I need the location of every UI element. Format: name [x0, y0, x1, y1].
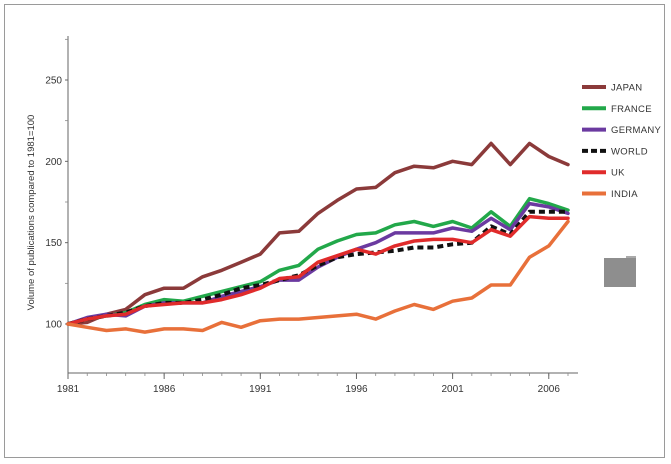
y-axis-label: Volume of publications compared to 1981=… [26, 115, 37, 311]
legend-label-uk: UK [611, 168, 625, 179]
x-tick-label: 2006 [538, 384, 561, 395]
y-tick-label: 150 [45, 238, 62, 249]
series-lines [66, 141, 570, 334]
y-tick-label: 200 [45, 157, 62, 168]
x-tick-label: 1991 [249, 384, 272, 395]
axes [67, 36, 578, 374]
x-tick-label: 1996 [345, 384, 368, 395]
x-tick-label: 2001 [441, 384, 464, 395]
x-tick-label: 1986 [153, 384, 176, 395]
series-line-india [66, 219, 570, 334]
legend-label-world: WORLD [611, 146, 648, 157]
y-axis-ticks: 100 150 200 250 [45, 38, 68, 331]
series-line-japan [66, 141, 570, 326]
y-tick-label: 250 [45, 76, 62, 87]
legend: JAPAN FRANCE GERMANY WORLD UK INDIA [582, 83, 661, 200]
legend-label-japan: JAPAN [611, 83, 642, 94]
legend-label-france: FRANCE [611, 104, 652, 115]
series-line-france [66, 196, 570, 326]
legend-label-india: INDIA [611, 189, 638, 200]
legend-label-germany: GERMANY [611, 125, 661, 136]
chart-frame [4, 4, 665, 458]
series-line-uk [66, 214, 570, 326]
x-tick-label: 1981 [57, 384, 80, 395]
gray-square-marker [604, 258, 636, 287]
x-axis-ticks: 1981 1986 1991 1996 2001 2006 [57, 373, 569, 395]
y-tick-label: 100 [45, 320, 62, 331]
